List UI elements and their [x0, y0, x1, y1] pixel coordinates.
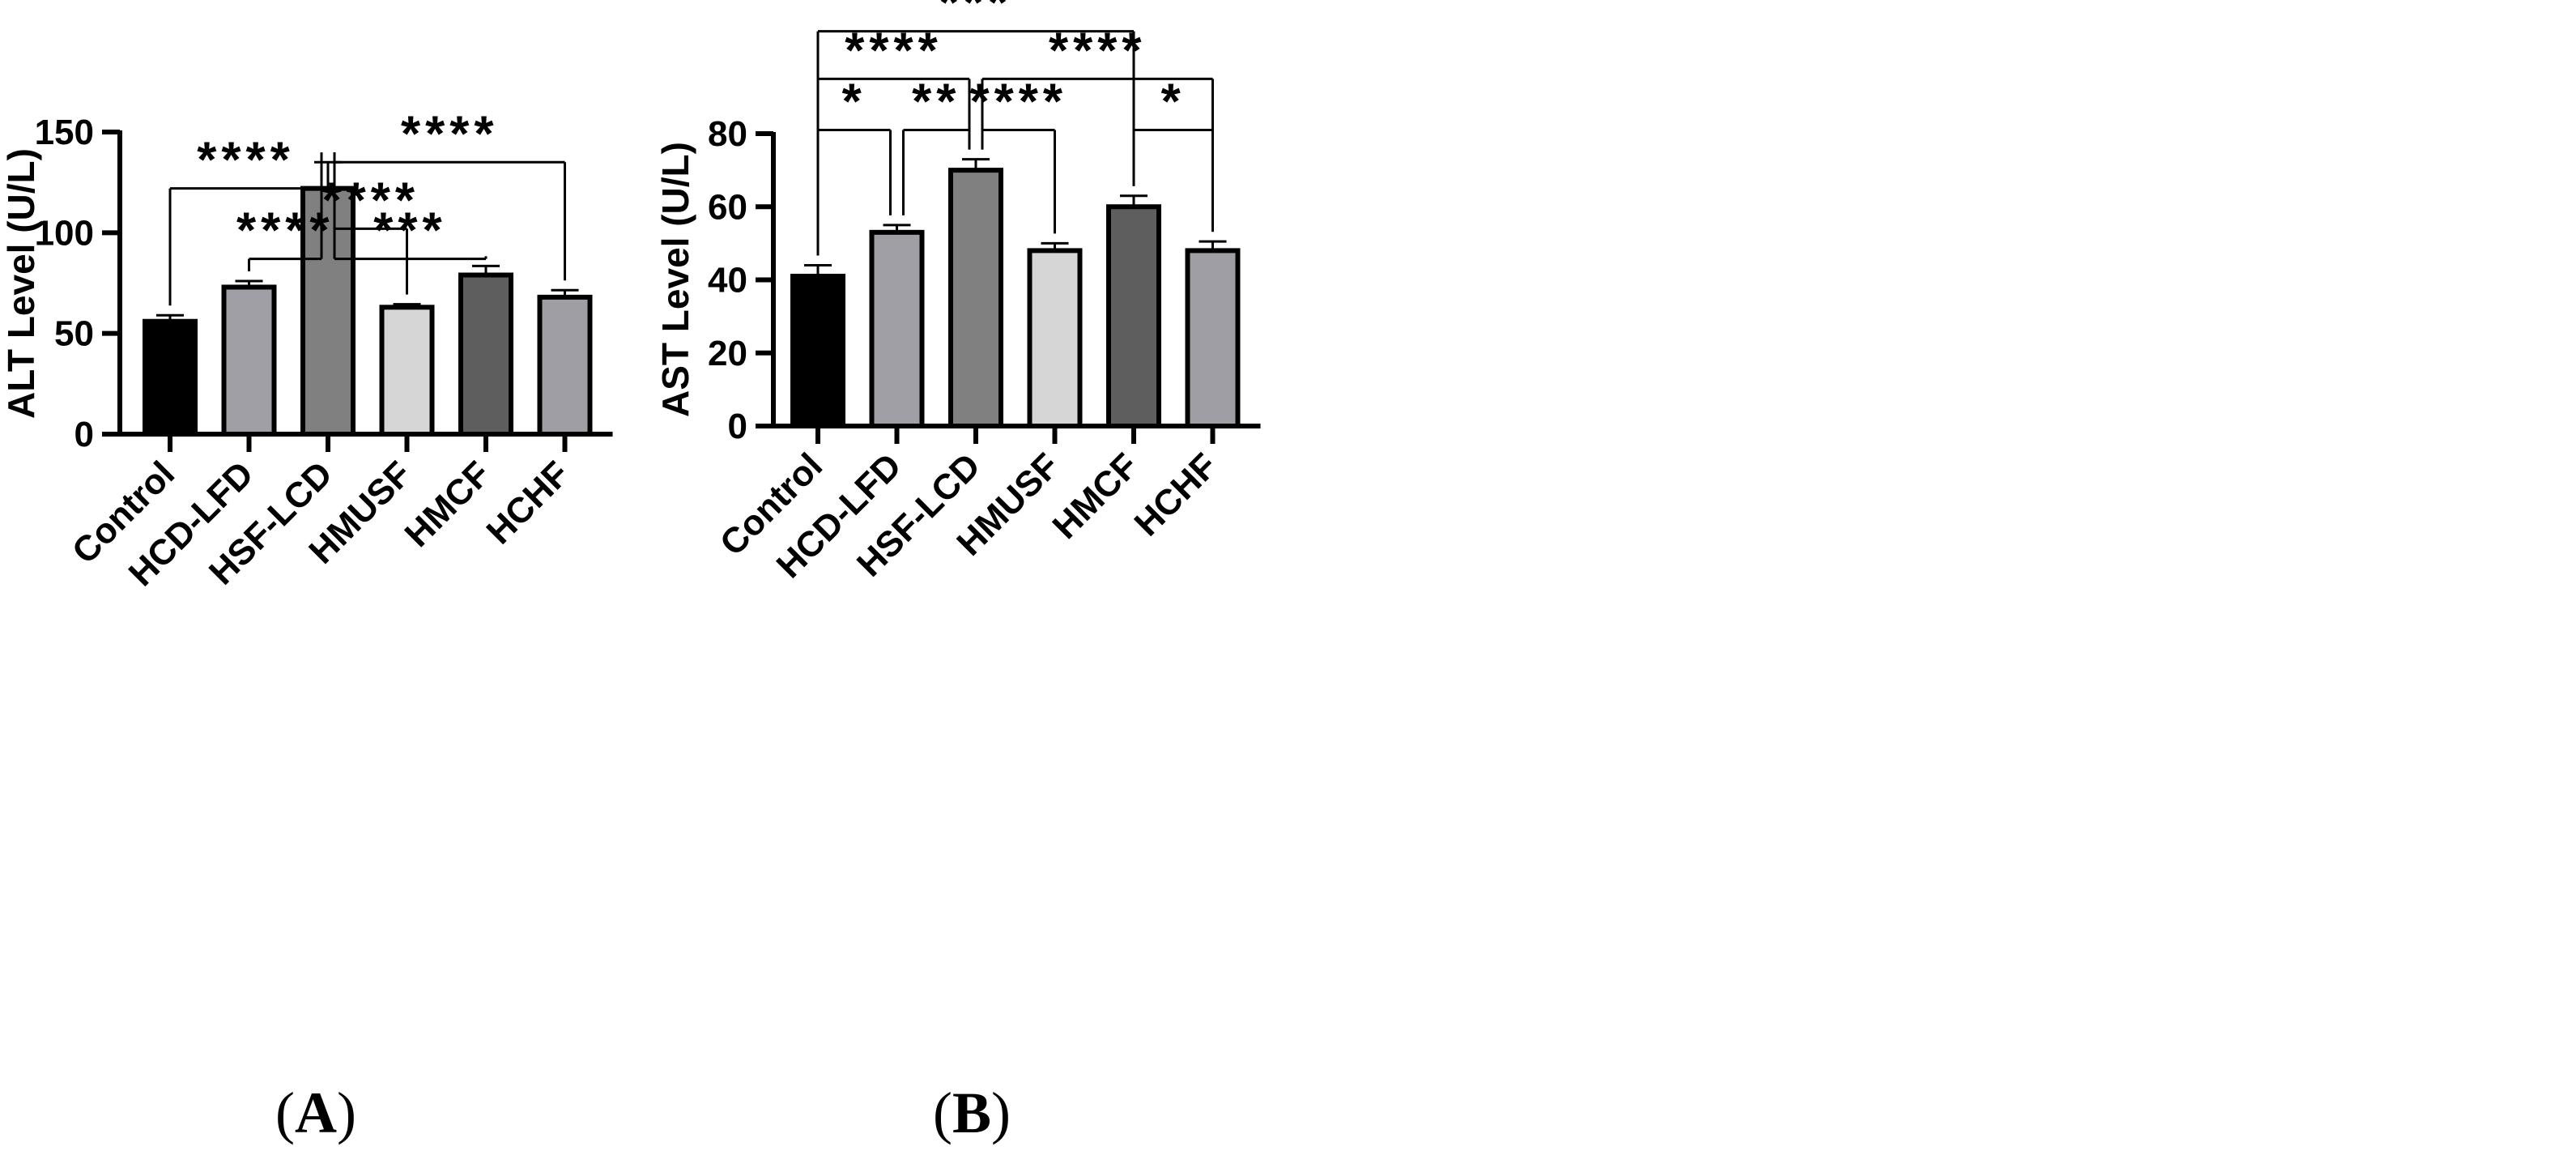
significance-label: *	[842, 74, 866, 130]
significance-bracket: ****	[333, 106, 566, 281]
significance-bracket: ****	[168, 133, 323, 306]
significance-label: ****	[197, 133, 295, 189]
significance-bracket: *	[816, 74, 892, 256]
y-tick-label: 60	[708, 187, 747, 227]
significance-bracket: ****	[816, 23, 971, 256]
x-tick-label-hchf: HCHF	[479, 454, 577, 552]
y-tick-label: 100	[35, 213, 94, 253]
significance-bracket: *	[1132, 74, 1214, 232]
significance-bracket: ****	[969, 74, 1067, 234]
panel-label: (A)	[275, 1080, 356, 1145]
significance-bracket: **	[902, 74, 971, 215]
significance-label: ***	[373, 203, 446, 259]
significance-label: ***	[939, 0, 1012, 32]
y-tick-label: 0	[75, 415, 94, 454]
bar-hsf-lcd	[948, 168, 1003, 428]
x-tick-label-hmcf: HMCF	[398, 454, 499, 555]
significance-label: ****	[321, 173, 419, 228]
significance-bracket: ****	[321, 152, 419, 295]
y-tick-label: 150	[35, 113, 94, 152]
bar-hmcf	[1106, 204, 1161, 428]
y-axis-label: AST Level (U/L)	[654, 142, 696, 417]
bar-hchf	[1185, 248, 1241, 428]
bar-control	[143, 318, 198, 437]
bar-hmcf	[458, 272, 513, 437]
x-tick-label-hchf: HCHF	[1127, 445, 1225, 543]
significance-label: ****	[969, 74, 1067, 130]
y-axis-label: ALT Level (U/L)	[0, 148, 42, 419]
panel-label: (B)	[933, 1080, 1011, 1145]
y-tick-label: 50	[54, 314, 94, 354]
significance-label: ****	[236, 203, 334, 259]
y-tick-label: 40	[708, 261, 747, 300]
significance-bracket: ****	[236, 152, 334, 272]
significance-label: ****	[845, 23, 943, 79]
significance-label: ****	[401, 106, 499, 162]
significance-bracket: ***	[333, 152, 488, 261]
y-tick-label: 80	[708, 114, 747, 154]
bar-hchf	[537, 294, 593, 437]
bar-hcd-lfd	[869, 229, 925, 428]
bar-hmusf	[379, 305, 435, 437]
significance-label: ****	[1049, 23, 1147, 79]
x-tick-label-hmcf: HMCF	[1045, 445, 1147, 547]
bar-hmusf	[1027, 248, 1083, 428]
significance-label: **	[912, 74, 960, 130]
y-tick-label: 20	[708, 334, 747, 373]
y-tick-label: 0	[728, 407, 747, 446]
significance-label: *	[1161, 74, 1186, 130]
bar-hcd-lfd	[221, 284, 277, 437]
bar-control	[790, 273, 845, 428]
